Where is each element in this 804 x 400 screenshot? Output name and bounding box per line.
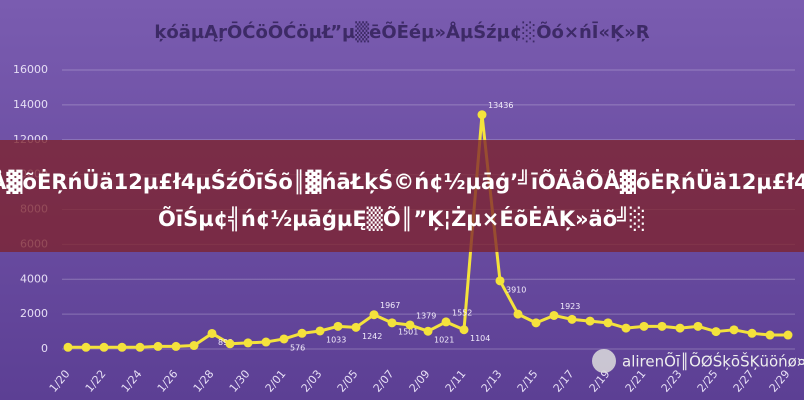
data-point — [567, 314, 577, 324]
data-point — [117, 342, 127, 352]
data-point — [297, 328, 307, 338]
watermark: alirenÕī║ÕØŚķōŠĶüöńø¤ — [622, 352, 804, 371]
data-point — [189, 341, 199, 351]
banner — [0, 140, 804, 252]
data-point — [387, 318, 397, 328]
data-label: 1104 — [470, 334, 490, 343]
chart-title: ķóäµĄŗŌĆöŌĆöµŁ”µ▒ēÕĖéµ»ÅµŚźµ¢░Õó×ńĪ«Ķ»Ŗ — [154, 20, 649, 43]
data-point — [495, 276, 505, 286]
data-label: 892 — [218, 338, 233, 347]
y-tick-label: 2000 — [20, 307, 48, 320]
data-label: 1033 — [326, 335, 346, 344]
data-point — [729, 325, 739, 335]
watermark-icon — [592, 349, 616, 373]
banner-line: ÕīŚµ¢╣ń¢½µāģµĘ▒Õ║”Ķ¦Żµ×ÉõĖÄĶ»äõ╝░ — [158, 206, 646, 232]
data-point — [171, 341, 181, 351]
data-label: 13436 — [488, 101, 513, 110]
data-point — [513, 309, 523, 319]
data-point — [207, 328, 217, 338]
data-label: 1923 — [560, 302, 580, 311]
data-point — [423, 326, 433, 336]
data-point — [261, 337, 271, 347]
data-point — [477, 110, 487, 120]
data-label: 1021 — [434, 336, 454, 345]
data-point — [351, 322, 361, 332]
data-point — [621, 323, 631, 333]
data-label: 1379 — [416, 311, 436, 320]
data-label: 1501 — [398, 327, 418, 336]
data-point — [783, 330, 793, 340]
data-label: 1242 — [362, 332, 382, 341]
data-point — [153, 341, 163, 351]
data-point — [225, 339, 235, 349]
data-point — [333, 321, 343, 331]
data-point — [657, 321, 667, 331]
data-point — [531, 318, 541, 328]
y-tick-label: 14000 — [13, 98, 48, 111]
data-point — [603, 318, 613, 328]
y-tick-label: 4000 — [20, 272, 48, 285]
data-point — [279, 334, 289, 344]
y-tick-label: 16000 — [13, 63, 48, 76]
y-tick-label: 0 — [41, 342, 48, 355]
data-point — [693, 321, 703, 331]
data-label: 1967 — [380, 301, 400, 310]
data-point — [405, 320, 415, 330]
data-point — [675, 323, 685, 333]
banner-line: ÕÄåÕÅ▓õĖŖńÜä12µ£ł4µŚźÕīŚõ║▓ńāŁķŚ©ń¢½µāģ’… — [0, 169, 804, 195]
data-point — [747, 328, 757, 338]
data-point — [135, 342, 145, 352]
data-point — [459, 325, 469, 335]
data-label: 1552 — [452, 308, 472, 317]
data-label: 576 — [290, 343, 305, 352]
data-point — [63, 342, 73, 352]
data-point — [639, 321, 649, 331]
data-point — [549, 310, 559, 320]
data-point — [765, 330, 775, 340]
data-point — [243, 338, 253, 348]
data-point — [711, 327, 721, 337]
data-point — [369, 310, 379, 320]
data-point — [315, 326, 325, 336]
data-point — [585, 316, 595, 326]
data-label: 3910 — [506, 285, 526, 294]
data-point — [441, 317, 451, 327]
data-point — [81, 342, 91, 352]
data-point — [99, 342, 109, 352]
